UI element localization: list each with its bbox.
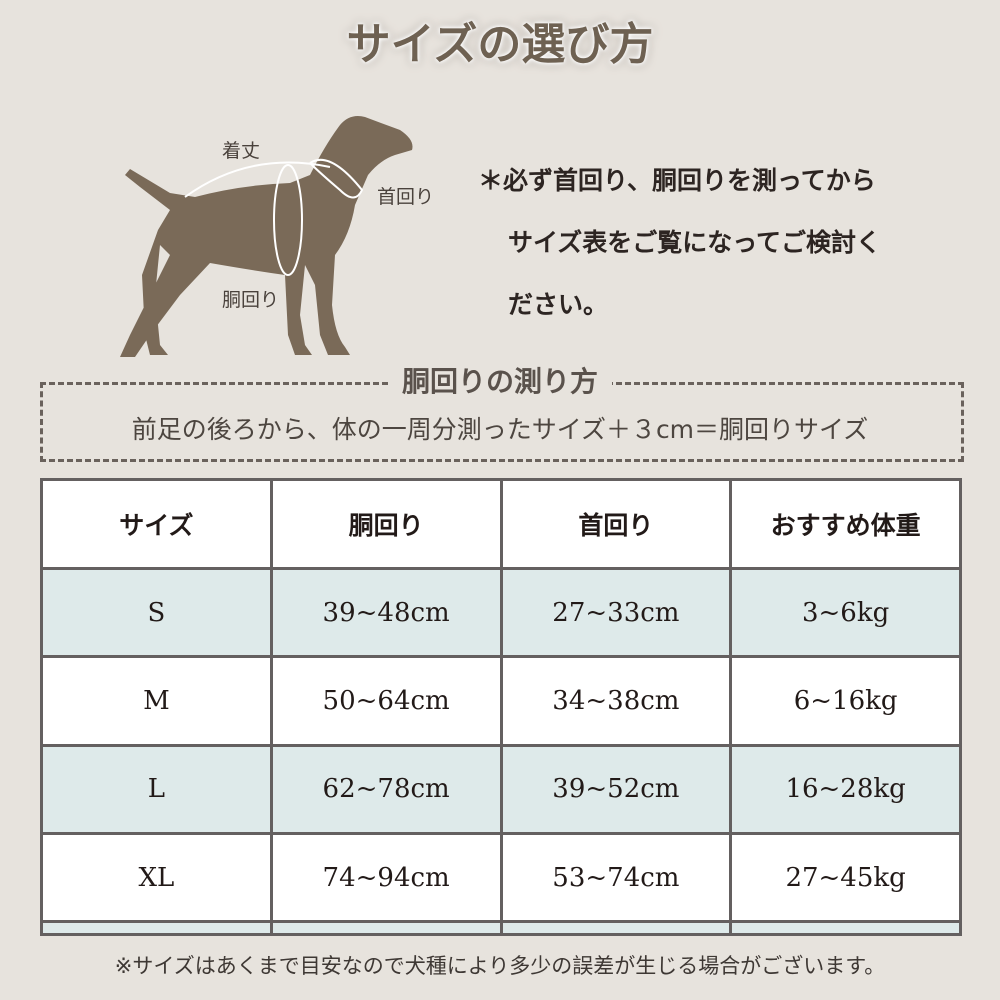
cell-empty xyxy=(499,920,733,936)
cell-size: S xyxy=(40,566,273,659)
header-neck: 首回り xyxy=(499,478,733,570)
footer-disclaimer: ※サイズはあくまで目安なので犬種により多少の誤差が生じる場合がございます。 xyxy=(114,954,886,978)
header-weight: おすすめ体重 xyxy=(729,478,962,570)
size-table: サイズ 胴回り 首回り おすすめ体重 S 39~48cm 27~33cm 3~6… xyxy=(40,478,962,936)
header-chest: 胴回り xyxy=(269,478,503,570)
neck-measure-ring xyxy=(309,158,364,199)
cell-size: M xyxy=(40,655,273,747)
table-row: M 50~64cm 34~38cm 6~16kg xyxy=(40,655,962,747)
neck-label: 首回り xyxy=(377,186,435,208)
note-line-3: ださい。 xyxy=(508,290,609,319)
cell-weight: 16~28kg xyxy=(729,743,962,836)
measure-text: 前足の後ろから、体の一周分測ったサイズ＋３cm＝胴回りサイズ xyxy=(131,415,869,444)
cell-weight: 27~45kg xyxy=(729,832,962,924)
cell-chest: 74~94cm xyxy=(269,832,503,924)
table-header-row: サイズ 胴回り 首回り おすすめ体重 xyxy=(40,478,962,570)
dog-silhouette xyxy=(120,116,413,357)
cell-empty xyxy=(269,920,503,936)
dog-measurement-illustration xyxy=(120,116,413,357)
cell-chest: 62~78cm xyxy=(269,743,503,836)
cell-size: XL xyxy=(40,832,273,924)
note-line-1: ＊必ず首回り、胴回りを測ってから xyxy=(478,166,876,195)
page-title: サイズの選び方 xyxy=(346,19,654,70)
table-row-empty xyxy=(40,920,962,936)
chest-measure-ring xyxy=(273,164,303,276)
cell-neck: 53~74cm xyxy=(499,832,733,924)
table-row: L 62~78cm 39~52cm 16~28kg xyxy=(40,743,962,836)
cell-chest: 50~64cm xyxy=(269,655,503,747)
chest-label: 胴回り xyxy=(222,289,280,311)
cell-neck: 34~38cm xyxy=(499,655,733,747)
cell-neck: 39~52cm xyxy=(499,743,733,836)
note-line-2: サイズ表をご覧になってご検討く xyxy=(508,228,882,257)
measurement-note: ＊必ず首回り、胴回りを測ってから サイズ表をご覧になってご検討く ださい。 xyxy=(478,150,978,336)
cell-empty xyxy=(729,920,962,936)
cell-empty xyxy=(40,920,273,936)
table-row: XL 74~94cm 53~74cm 27~45kg xyxy=(40,832,962,924)
header-size: サイズ xyxy=(40,478,273,570)
cell-size: L xyxy=(40,743,273,836)
cell-weight: 3~6kg xyxy=(729,566,962,659)
length-label: 着丈 xyxy=(222,140,261,162)
cell-chest: 39~48cm xyxy=(269,566,503,659)
cell-weight: 6~16kg xyxy=(729,655,962,747)
measure-title: 胴回りの測り方 xyxy=(387,365,612,398)
table-row: S 39~48cm 27~33cm 3~6kg xyxy=(40,566,962,659)
cell-neck: 27~33cm xyxy=(499,566,733,659)
